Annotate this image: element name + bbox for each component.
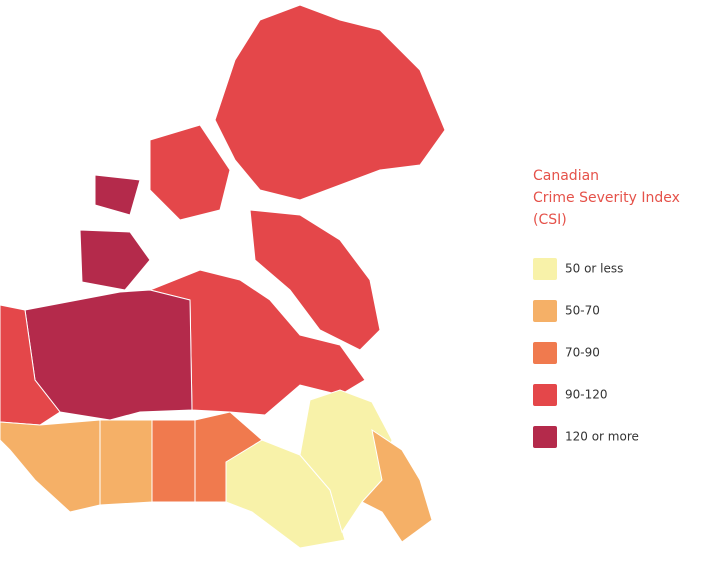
yukon: [0, 304, 61, 426]
legend-title: (CSI): [533, 212, 567, 228]
legend-title: Crime Severity Index: [533, 190, 680, 206]
legend-swatch: [533, 258, 557, 280]
legend-title: Canadian: [533, 168, 599, 184]
alberta: [99, 419, 153, 506]
british-columbia: [0, 419, 101, 513]
arctic-islands: [214, 4, 446, 201]
baffin-island: [249, 209, 381, 351]
map: [0, 4, 446, 549]
legend-label: 50-70: [565, 304, 600, 318]
legend-swatch: [533, 342, 557, 364]
victoria-island: [79, 229, 151, 291]
saskatchewan: [151, 419, 196, 503]
legend: 50 or less 50-70 70-90 90-120 120 or more: [533, 258, 639, 448]
banks-island: [94, 174, 141, 216]
legend-swatch: [533, 426, 557, 448]
arctic-islands-west: [149, 124, 231, 221]
nunavut-mainland: [148, 269, 366, 416]
ontario: [225, 439, 346, 549]
legend-swatch: [533, 384, 557, 406]
legend-label: 90-120: [565, 388, 608, 402]
legend-label: 50 or less: [565, 262, 623, 276]
legend-label: 70-90: [565, 346, 600, 360]
atlantic-provinces: [361, 428, 433, 543]
legend-swatch: [533, 300, 557, 322]
legend-label: 120 or more: [565, 430, 639, 444]
